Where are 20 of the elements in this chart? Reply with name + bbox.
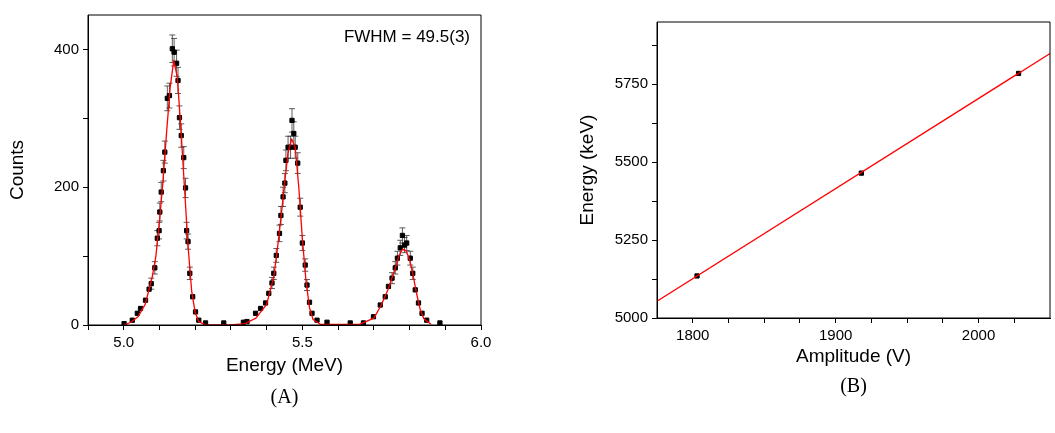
x-axis-title: Energy (MeV) [225,353,344,375]
y-axis-title: Counts [5,139,27,201]
x-tick-label: 2000 [961,326,996,344]
y-tick-label: 5500 [614,152,648,170]
text: (B) [840,374,867,397]
y-tick-label: 0 [70,315,79,333]
x-tick-label: 1900 [818,326,853,344]
text: (A) [270,385,299,408]
y-tick-label: 400 [53,39,79,57]
y-tick-label: 5000 [614,308,648,326]
y-tick-label: 5750 [614,74,648,92]
y-tick-label: 200 [53,177,79,195]
x-tick-label: 5.5 [291,333,313,351]
y-axis-title: Energy (keV) [575,114,597,226]
annotation: FWHM = 49.5(3) [343,26,470,46]
y-tick-label: 5250 [614,230,648,248]
x-tick-label: 1800 [676,326,710,344]
x-tick-label: 6.0 [470,333,492,351]
x-tick-label: 5.0 [113,333,135,351]
x-axis-title: Amplitude (V) [795,344,912,366]
